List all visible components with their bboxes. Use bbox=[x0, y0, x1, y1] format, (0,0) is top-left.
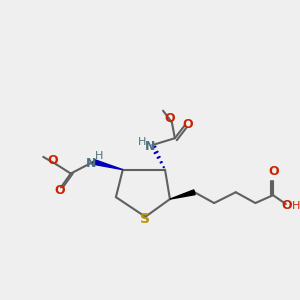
Text: N: N bbox=[145, 140, 155, 153]
Text: N: N bbox=[86, 157, 97, 170]
Text: O: O bbox=[48, 154, 58, 167]
Text: S: S bbox=[140, 212, 150, 226]
Text: H: H bbox=[95, 151, 103, 161]
Text: O: O bbox=[165, 112, 175, 125]
Text: O: O bbox=[182, 118, 193, 131]
Text: O: O bbox=[281, 199, 292, 212]
Text: H: H bbox=[138, 137, 147, 147]
Text: O: O bbox=[269, 166, 279, 178]
Text: H: H bbox=[292, 201, 300, 211]
Text: O: O bbox=[55, 184, 65, 197]
Polygon shape bbox=[170, 190, 195, 199]
Polygon shape bbox=[93, 159, 123, 170]
